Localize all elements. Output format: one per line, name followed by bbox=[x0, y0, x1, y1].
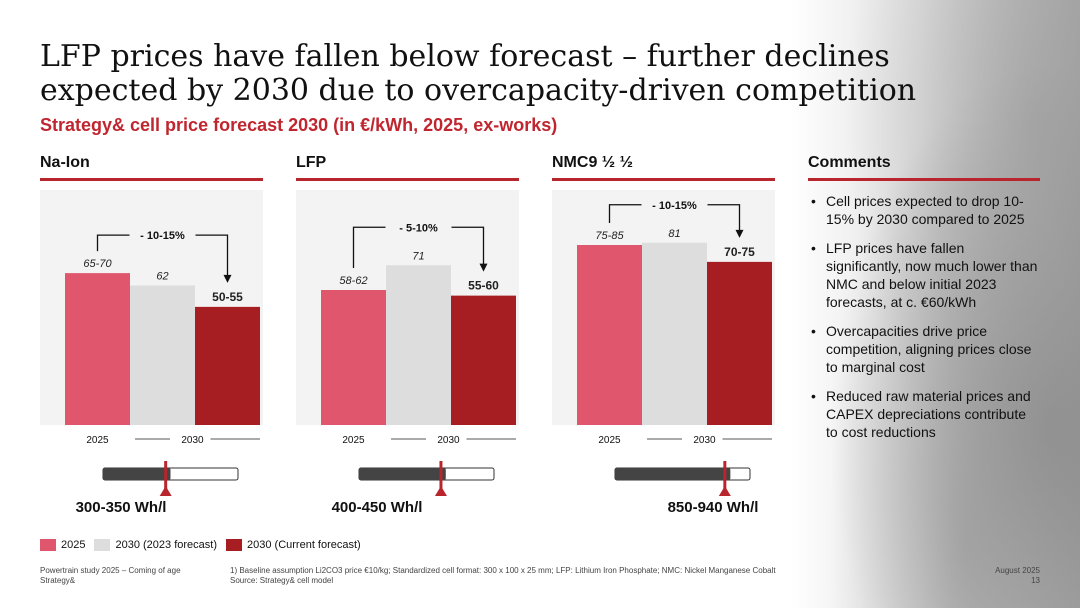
arrow-connector bbox=[96, 234, 130, 252]
comment-item: Overcapacities drive price competition, … bbox=[809, 322, 1041, 376]
reduction-label: - 10-15% bbox=[140, 230, 185, 242]
footer-notes: 1) Baseline assumption Li2CO3 price €10/… bbox=[230, 566, 810, 586]
panel-rule-nmc bbox=[552, 178, 775, 181]
legend-swatch bbox=[226, 539, 242, 551]
legend-item-current-forecast: 2030 (Current forecast) bbox=[226, 539, 361, 551]
panel-title-lfp: LFP bbox=[296, 154, 327, 171]
bar bbox=[321, 290, 386, 425]
arrow-connector bbox=[352, 226, 386, 268]
bar bbox=[195, 306, 260, 425]
reduction-label: - 5-10% bbox=[399, 222, 438, 234]
footnote: 1) Baseline assumption Li2CO3 price €10/… bbox=[230, 566, 776, 575]
panel-rule-na-ion bbox=[40, 178, 263, 181]
data-label: 65-70 bbox=[83, 258, 112, 270]
arrow-connector bbox=[195, 234, 229, 281]
arrow-head bbox=[479, 263, 488, 272]
chart-subtitle: Strategy& cell price forecast 2030 (in €… bbox=[40, 115, 558, 135]
legend-label: 2025 bbox=[61, 539, 86, 551]
bar bbox=[386, 265, 451, 425]
density-bar-fill bbox=[615, 468, 731, 480]
comment-item: Cell prices expected to drop 10-15% by 2… bbox=[809, 192, 1041, 228]
energy-density-label: 300-350 Wh/l bbox=[76, 499, 167, 516]
bar bbox=[130, 285, 195, 425]
data-label: 62 bbox=[156, 271, 168, 283]
comment-item: Reduced raw material prices and CAPEX de… bbox=[809, 387, 1041, 441]
reduction-label: - 10-15% bbox=[652, 200, 697, 212]
footer-brand: Strategy& bbox=[40, 576, 76, 585]
data-label: 58-62 bbox=[339, 275, 367, 287]
panel-rule-lfp bbox=[296, 178, 519, 181]
arrow-head bbox=[223, 274, 232, 283]
source-note: Source: Strategy& cell model bbox=[230, 576, 334, 585]
legend-swatch bbox=[40, 539, 56, 551]
x-tick-label: 2025 bbox=[342, 435, 365, 446]
comments-title: Comments bbox=[808, 154, 891, 171]
panel-title-nmc: NMC9 ½ ½ bbox=[552, 154, 633, 171]
arrow-connector bbox=[451, 226, 485, 270]
bar bbox=[707, 261, 772, 425]
bar bbox=[451, 295, 516, 425]
comments-rule bbox=[808, 178, 1040, 181]
data-label: 81 bbox=[668, 228, 680, 240]
arrow-connector bbox=[608, 204, 642, 223]
density-marker-head bbox=[434, 486, 447, 496]
data-label: 55-60 bbox=[468, 279, 499, 293]
footer-date: August 2025 bbox=[995, 566, 1040, 575]
density-bar-fill bbox=[103, 468, 171, 480]
bar bbox=[577, 245, 642, 425]
x-tick-label: 2030 bbox=[181, 435, 204, 446]
energy-density-label: 850-940 Wh/l bbox=[668, 499, 759, 516]
legend-item-2023-forecast: 2030 (2023 forecast) bbox=[94, 539, 217, 551]
energy-density-label: 400-450 Wh/l bbox=[332, 499, 423, 516]
bar bbox=[642, 242, 707, 425]
comments-list: Cell prices expected to drop 10-15% by 2… bbox=[809, 192, 1041, 452]
legend-item-2025: 2025 bbox=[40, 539, 85, 551]
arrow-head bbox=[735, 229, 744, 238]
x-tick-label: 2030 bbox=[693, 435, 716, 446]
panel-title-na-ion: Na-Ion bbox=[40, 154, 90, 171]
x-tick-label: 2030 bbox=[437, 435, 460, 446]
data-label: 50-55 bbox=[212, 290, 243, 304]
data-label: 71 bbox=[412, 250, 424, 262]
density-marker-head bbox=[718, 486, 731, 496]
footer-study-name: Powertrain study 2025 – Coming of age bbox=[40, 566, 181, 575]
density-bar-fill bbox=[359, 468, 446, 480]
density-marker-head bbox=[159, 486, 172, 496]
x-tick-label: 2025 bbox=[598, 435, 621, 446]
legend-swatch bbox=[94, 539, 111, 551]
legend: 2025 2030 (2023 forecast) 2030 (Current … bbox=[40, 539, 370, 551]
data-label: 75-85 bbox=[595, 230, 624, 242]
bar bbox=[65, 273, 130, 425]
x-tick-label: 2025 bbox=[86, 435, 109, 446]
legend-label: 2030 (2023 forecast) bbox=[115, 539, 217, 551]
legend-label: 2030 (Current forecast) bbox=[247, 539, 361, 551]
price-charts: 65-70 62 50-55 - 10-15% 2025 2030 300-350 Wh/l… bbox=[40, 190, 775, 516]
page-title: LFP prices have fallen below forecast – … bbox=[40, 39, 917, 108]
footer-right: August 2025 13 bbox=[995, 566, 1040, 586]
comment-item: LFP prices have fallen significantly, no… bbox=[809, 239, 1041, 311]
data-label: 70-75 bbox=[724, 245, 755, 259]
page-number: 13 bbox=[1031, 576, 1040, 585]
arrow-connector bbox=[707, 204, 741, 236]
footer-left: Powertrain study 2025 – Coming of age St… bbox=[40, 566, 181, 586]
